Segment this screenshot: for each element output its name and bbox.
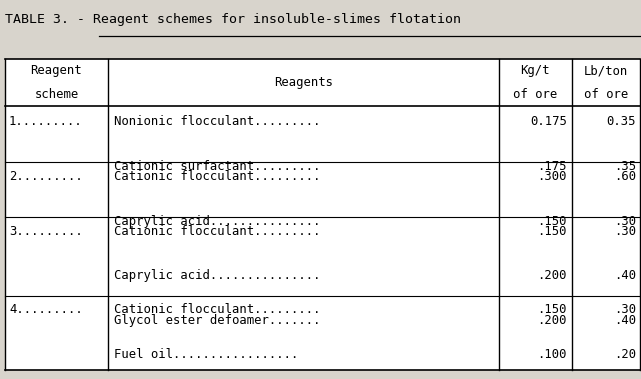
Text: .30: .30 [613,215,636,227]
Text: Kg/t: Kg/t [520,64,550,77]
Text: .20: .20 [613,348,636,361]
Text: Reagent: Reagent [31,64,82,77]
Text: 4.........: 4......... [9,303,83,316]
Text: 0.175: 0.175 [529,115,567,128]
Text: .150: .150 [537,225,567,238]
Text: .40: .40 [613,269,636,282]
Text: Reagents: Reagents [274,76,333,89]
Text: Nonionic flocculant.........: Nonionic flocculant......... [114,115,320,128]
Text: TABLE 3. - Reagent schemes for insoluble-slimes flotation: TABLE 3. - Reagent schemes for insoluble… [5,13,461,26]
Text: Glycol ester defoamer.......: Glycol ester defoamer....... [114,314,320,327]
Text: 2.........: 2......... [9,170,83,183]
Text: .150: .150 [537,215,567,227]
Text: .150: .150 [537,303,567,316]
Text: Cationic flocculant.........: Cationic flocculant......... [114,170,320,183]
Text: Fuel oil.................: Fuel oil................. [114,348,299,361]
Text: of ore: of ore [513,88,558,101]
Text: Caprylic acid...............: Caprylic acid............... [114,269,320,282]
Text: .60: .60 [613,170,636,183]
Text: .30: .30 [613,225,636,238]
Text: .35: .35 [613,160,636,172]
Text: 0.35: 0.35 [606,115,636,128]
Text: .200: .200 [537,314,567,327]
Text: Lb/ton: Lb/ton [583,64,628,77]
Text: scheme: scheme [34,88,79,101]
Text: .100: .100 [537,348,567,361]
Text: of ore: of ore [583,88,628,101]
Text: .40: .40 [613,314,636,327]
Text: Cationic flocculant.........: Cationic flocculant......... [114,303,320,316]
Text: .300: .300 [537,170,567,183]
Text: .175: .175 [537,160,567,172]
Text: .200: .200 [537,269,567,282]
Text: Caprylic acid...............: Caprylic acid............... [114,215,320,227]
Text: Cationic flocculant.........: Cationic flocculant......... [114,225,320,238]
Text: Cationic surfactant.........: Cationic surfactant......... [114,160,320,172]
Text: .30: .30 [613,303,636,316]
Text: 3.........: 3......... [9,225,83,238]
Text: 1.........: 1......... [9,115,83,128]
